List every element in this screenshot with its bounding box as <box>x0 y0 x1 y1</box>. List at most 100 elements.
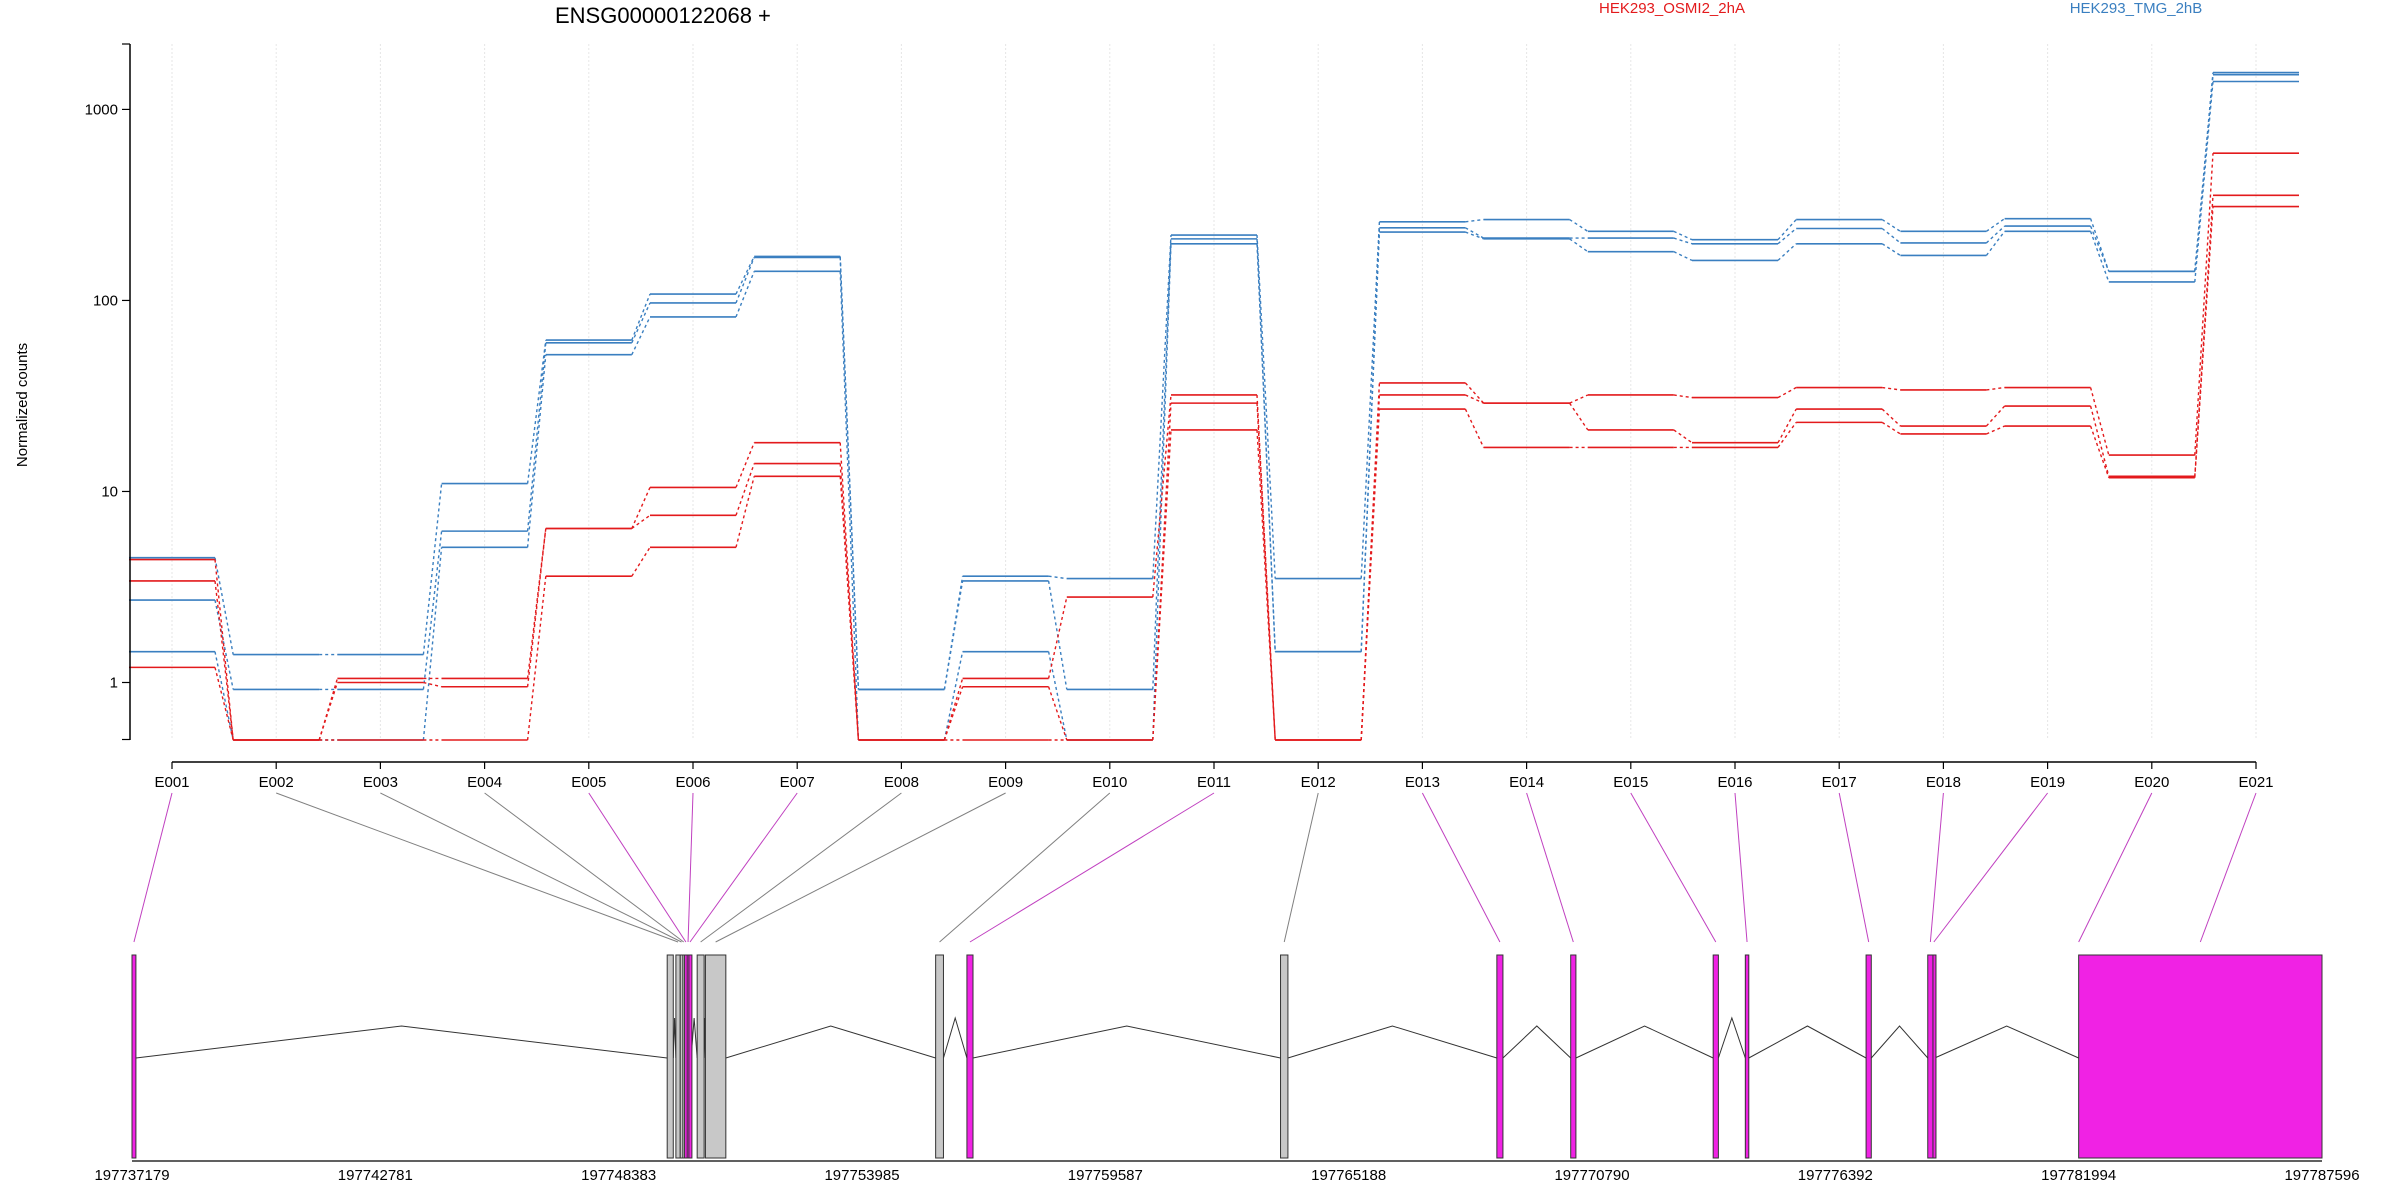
data-connector <box>422 547 443 741</box>
intron-line <box>1287 1025 1498 1059</box>
exon-highlighted <box>1496 954 1504 1159</box>
x-tick-label: E012 <box>1301 774 1336 791</box>
exon-highlighted <box>1570 954 1577 1159</box>
x-tick-label: E021 <box>2238 774 2273 791</box>
exon-link-line <box>1526 792 1574 943</box>
data-connector <box>1985 218 2006 232</box>
exon <box>666 954 674 1159</box>
exon <box>1280 954 1289 1159</box>
data-connector <box>318 682 339 741</box>
x-tick-label: E005 <box>571 774 606 791</box>
y-tick-label: 1 <box>110 674 118 691</box>
exon-highlighted <box>1865 954 1872 1159</box>
genomic-coordinate-axis: 197737179 197742781 197748383 197753985 1977… <box>94 1160 2360 1184</box>
data-connector <box>1882 386 1901 391</box>
exon-link-line <box>1838 792 1870 943</box>
intron-line <box>1934 1025 2079 1059</box>
exon-highlighted <box>966 954 974 1159</box>
data-connector <box>943 678 964 741</box>
intron-line <box>1748 1025 1867 1059</box>
data-connector <box>735 257 755 304</box>
data-connector <box>1464 382 1485 404</box>
data-connector <box>1673 394 1693 399</box>
intron-line <box>1575 1025 1714 1059</box>
coordinate-tick-label: 197748383 <box>581 1167 656 1184</box>
data-connector <box>735 256 755 295</box>
data-connector <box>1673 237 1693 245</box>
x-axis: E001 E002 E003 E004 E005 E006 E007 E008 E009 E010… <box>154 761 2274 791</box>
exon-link-line <box>700 792 902 943</box>
series-3 <box>129 80 2299 741</box>
exon-link-line <box>689 792 798 943</box>
x-tick-label: E014 <box>1509 774 1544 791</box>
data-connector <box>1881 219 1901 232</box>
data-connector <box>1881 227 1901 244</box>
grid-lines <box>171 44 2257 740</box>
data-connector <box>1777 408 1797 444</box>
intron-line <box>135 1025 668 1059</box>
data-connector <box>1256 429 1276 741</box>
legend-condition-a: HEK293_OSMI2_2hA <box>1599 0 1745 17</box>
data-connector <box>2089 225 2110 272</box>
data-connector <box>631 487 651 529</box>
data-connector <box>1048 575 1067 580</box>
x-tick-label: E009 <box>988 774 1023 791</box>
data-connector <box>1777 243 1797 261</box>
data-connector <box>2089 231 2110 283</box>
data-connector <box>1360 232 1381 652</box>
data-connector <box>422 483 443 655</box>
x-tick-label: E020 <box>2134 774 2169 791</box>
data-connector <box>1777 386 1797 399</box>
x-tick-label: E015 <box>1613 774 1648 791</box>
data-connector <box>1569 402 1589 431</box>
data-connector <box>1881 421 1901 435</box>
exon-highlighted <box>1744 954 1750 1159</box>
y-axis-label: Normalized counts <box>14 343 31 467</box>
data-connector <box>1986 386 2005 391</box>
data-connector <box>1152 429 1172 741</box>
intron-line <box>942 1016 968 1059</box>
y-tick-label: 10 <box>101 483 118 500</box>
data-connector <box>1152 234 1172 579</box>
exon-links <box>133 792 2257 943</box>
data-connector <box>1047 596 1068 679</box>
data-connector <box>2089 218 2110 272</box>
coordinate-tick-label: 197787596 <box>2284 1167 2359 1184</box>
data-connector <box>1360 382 1381 741</box>
exon-link-line <box>380 792 682 943</box>
x-tick-label: E017 <box>1822 774 1857 791</box>
x-tick-label: E007 <box>780 774 815 791</box>
x-tick-label: E004 <box>467 774 502 791</box>
data-connector <box>1569 238 1589 253</box>
data-connector <box>1777 421 1797 448</box>
exon <box>675 954 681 1159</box>
data-connector <box>2089 387 2110 456</box>
x-tick-label: E011 <box>1197 774 1231 791</box>
series-1 <box>129 71 2299 691</box>
data-connector <box>1465 218 1484 223</box>
data-connector <box>1881 408 1901 427</box>
y-tick-label: 1000 <box>85 101 118 118</box>
data-connector <box>1777 219 1797 241</box>
data-connector <box>735 476 755 548</box>
x-tick-label: E013 <box>1405 774 1440 791</box>
data-connector <box>1777 227 1797 245</box>
coordinate-tick-label: 197742781 <box>338 1167 413 1184</box>
data-connector <box>943 651 964 741</box>
data-connector <box>735 271 755 318</box>
coordinate-tick-label: 197770790 <box>1554 1167 1629 1184</box>
data-connector <box>1985 405 2006 427</box>
exon-highlighted <box>1712 954 1719 1159</box>
data-connector <box>1360 409 1381 741</box>
data-connector <box>214 557 234 655</box>
data-connector <box>1152 243 1172 741</box>
x-tick-label: E002 <box>259 774 294 791</box>
data-connector <box>631 293 651 341</box>
x-tick-label: E019 <box>2030 774 2065 791</box>
intron-line <box>725 1025 936 1059</box>
data-connector <box>631 316 651 355</box>
data-connector <box>1256 234 1276 579</box>
data-connector <box>1464 408 1485 448</box>
data-connector <box>1673 251 1693 262</box>
